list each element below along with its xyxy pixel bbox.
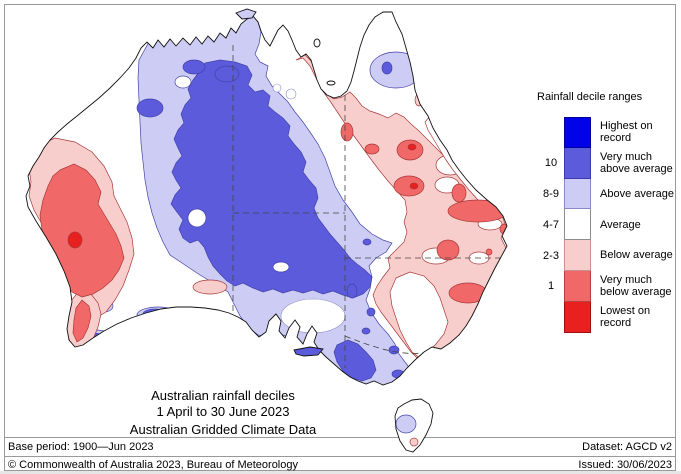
legend-color-swatch (564, 301, 591, 333)
legend-row: 10 Very much above average (538, 147, 674, 179)
legend-item-label: Average (600, 218, 641, 231)
footer-separator-top (4, 437, 676, 438)
legend-title: Rainfall decile ranges (537, 91, 643, 103)
issued-label: Issued: 30/06/2023 (578, 459, 672, 471)
dataset-label: Dataset: AGCD v2 (582, 441, 672, 453)
legend-color-swatch (564, 178, 591, 210)
legend-range-label: 1 (547, 280, 555, 293)
legend-color-swatch (564, 270, 591, 302)
legend-item-label: Highest on record (600, 119, 653, 145)
legend-item-label: Lowest on record (600, 304, 651, 330)
map-title-block: Australian rainfall deciles 1 April to 3… (130, 388, 316, 438)
map-period: 1 April to 30 June 2023 (156, 404, 290, 419)
legend-item-label: Below average (600, 249, 673, 262)
footer-separator-mid (4, 456, 676, 457)
legend-range-label: 8-9 (543, 187, 559, 200)
legend-color-swatch (564, 209, 591, 241)
map-title: Australian rainfall deciles (151, 388, 295, 403)
legend-row: Highest on record (538, 117, 674, 148)
legend-row: 8-9 Above average (538, 178, 674, 210)
legend-item-label: Very much above average (600, 150, 673, 176)
legend-range-label: 2-3 (543, 249, 559, 262)
legend-row: 2-3 Below average (538, 240, 674, 271)
copyright-label: © Commonwealth of Australia 2023, Bureau… (8, 459, 298, 471)
map-dataset-name: Australian Gridded Climate Data (129, 422, 317, 437)
legend-color-swatch (564, 147, 591, 179)
bottom-edge-strip (0, 471, 681, 474)
legend-row: Lowest on record (538, 301, 674, 333)
legend-range-label: 10 (544, 157, 558, 170)
legend-row: 4-7 Average (538, 209, 674, 241)
legend-range-label: 4-7 (543, 218, 559, 231)
legend-item-label: Very much below average (600, 273, 672, 299)
base-period-label: Base period: 1900—Jun 2023 (8, 441, 154, 453)
legend-row: 1 Very much below average (538, 270, 674, 302)
legend-color-swatch (564, 117, 591, 148)
legend-item-label: Above average (600, 187, 674, 200)
legend-color-swatch (564, 240, 591, 271)
legend: Highest on record 10 Very much above average… (538, 117, 674, 333)
